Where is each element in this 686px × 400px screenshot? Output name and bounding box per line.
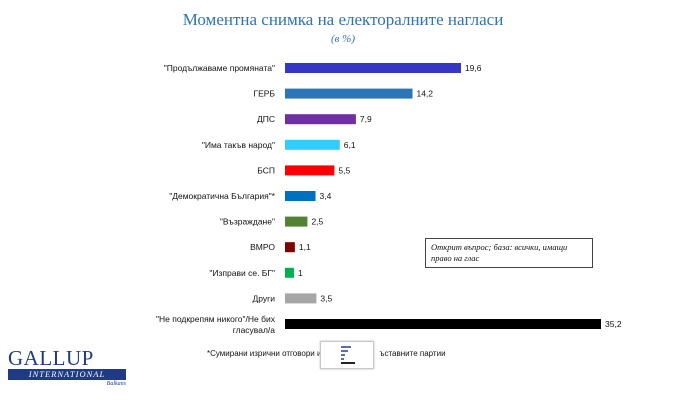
- footnote-text: *Сумирани изрични отговори и: [207, 349, 322, 358]
- chart-title: Моментна снимка на електоралните нагласи: [182, 10, 504, 29]
- bar-3: [285, 139, 340, 150]
- bar-5: [285, 191, 316, 201]
- value-label-6: 2,5: [311, 217, 323, 227]
- value-label-4: 5,5: [338, 165, 350, 175]
- gallup-logo: GALLUP INTERNATIONAL Balkans: [8, 348, 126, 387]
- bar-7: [285, 242, 295, 253]
- slide-thumbnail: [320, 341, 374, 369]
- methodology-note: Открит въпрос; база: всички, имащи право…: [425, 238, 593, 268]
- logo-name: GALLUP: [8, 346, 94, 370]
- logo-sub: Balkans: [106, 381, 126, 387]
- category-label-7: ВМРО: [250, 242, 275, 252]
- value-label-10: 35,2: [605, 319, 622, 329]
- category-label-0: "Продължаваме промяната": [164, 63, 275, 73]
- bar-4: [285, 165, 335, 176]
- value-label-9: 3,5: [320, 293, 332, 303]
- logo-tagline: INTERNATIONAL: [8, 369, 126, 380]
- bar-9: [285, 293, 317, 304]
- value-label-3: 6,1: [344, 140, 356, 150]
- bar-10: [285, 319, 601, 329]
- footnote: *Сумирани изрични отговори и ъставните па…: [207, 349, 446, 358]
- category-label-4: БСП: [257, 165, 275, 175]
- value-label-8: 1: [298, 268, 303, 278]
- category-label-3: "Има такъв народ": [202, 140, 275, 150]
- bar-8: [285, 267, 294, 278]
- value-label-7: 1,1: [299, 242, 311, 252]
- value-label-5: 3,4: [320, 191, 332, 201]
- chart-subtitle: (в %): [330, 33, 355, 45]
- bar-0: [285, 63, 461, 73]
- category-label-6: "Възраждане": [220, 217, 275, 227]
- category-label-1: ГЕРБ: [253, 89, 275, 99]
- category-label-10: "Не подкрепям никого"/Не бих гласувал/а: [156, 314, 276, 335]
- footnote-text-end: ъставните партии: [379, 349, 446, 358]
- category-label-5: "Демократична България"*: [169, 191, 275, 201]
- value-label-2: 7,9: [360, 114, 372, 124]
- category-label-2: ДПС: [257, 114, 275, 124]
- bar-1: [285, 88, 413, 99]
- value-label-1: 14,2: [416, 89, 433, 99]
- category-label-9: Други: [253, 293, 276, 303]
- bar-6: [285, 216, 308, 227]
- value-label-0: 19,6: [465, 63, 482, 73]
- bar-2: [285, 114, 356, 125]
- category-label-8: "Изправи се. БГ": [209, 268, 275, 278]
